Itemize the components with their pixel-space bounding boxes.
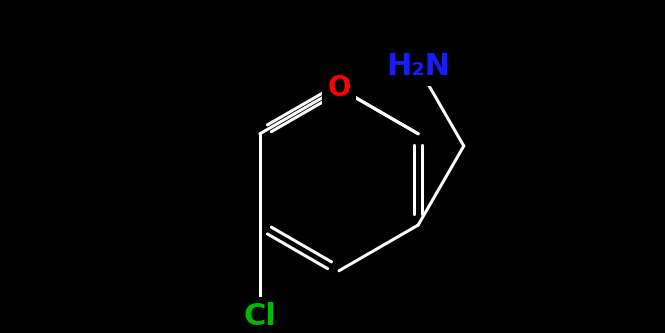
Text: N: N <box>327 74 352 103</box>
Text: H₂N: H₂N <box>386 52 450 81</box>
Text: Cl: Cl <box>243 302 277 331</box>
Text: O: O <box>327 74 350 102</box>
